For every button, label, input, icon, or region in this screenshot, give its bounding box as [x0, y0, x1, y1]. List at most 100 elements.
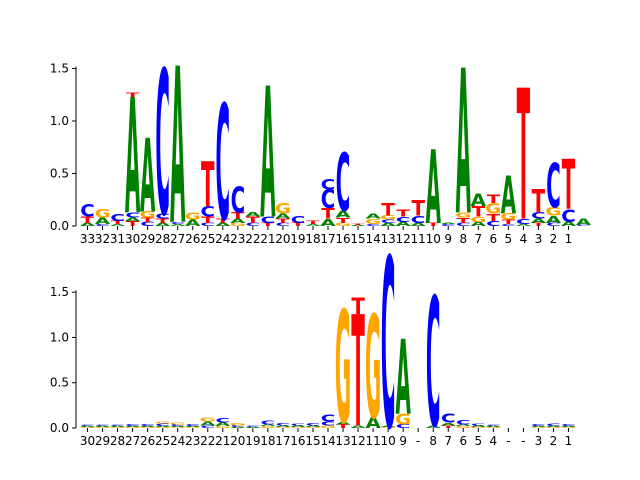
logo-letter-a: A [441, 422, 456, 426]
logo-letter-a: A [170, 224, 185, 227]
position-label: 26 [140, 434, 155, 448]
position-label: 4 [520, 232, 528, 246]
position-label: 19 [245, 434, 260, 448]
logo-letter-c: C [306, 422, 321, 426]
logo-letter-g: G [470, 215, 486, 224]
logo-letter-c: C [125, 211, 139, 220]
position-label: 13 [335, 434, 350, 448]
logo-letter-c: C [561, 424, 576, 427]
logo-letter-g: G [230, 422, 246, 426]
logo-letter-c: C [291, 213, 306, 225]
position-label: 22 [245, 232, 260, 246]
position-label: 27 [170, 232, 185, 246]
logo-letter-t: T [457, 216, 472, 225]
logo-letter-g: G [170, 427, 186, 428]
logo-letter-c: C [546, 151, 561, 222]
logo-letter-c: C [516, 217, 530, 226]
y-tick-label: 0.5 [50, 167, 69, 181]
logo-letter-a: A [350, 225, 366, 227]
logo-letter-a: A [245, 427, 261, 428]
logo-letter-t: T [336, 424, 350, 430]
logo-letter-a: A [110, 224, 125, 227]
logo-letter-g: G [185, 427, 201, 428]
logo-letter-a: A [441, 223, 457, 225]
logo-letter-a: A [456, 424, 471, 427]
logo-letter-a: A [95, 216, 111, 226]
logo-letter-c: C [170, 221, 184, 224]
logo-letter-c: C [366, 224, 380, 227]
logo-letter-c: C [321, 412, 335, 424]
logo-letter-c: C [140, 221, 155, 228]
position-label: 3 [535, 434, 543, 448]
logo-letter-t: T [411, 196, 424, 221]
logo-letter-g: G [320, 425, 336, 429]
logo-letter-c: C [531, 424, 546, 427]
position-label: 6 [490, 232, 498, 246]
logo-letter-c: C [246, 222, 261, 227]
logo-letter-a: A [426, 131, 441, 248]
logo-letter-g: G [109, 427, 125, 428]
logo-letter-c: C [411, 213, 426, 225]
logo-letter-a: A [125, 65, 140, 250]
logo-panel-bottom: 0.00.51.01.530 29 28 27 26 25 24 23 22 21 20 19 18 17… [50, 211, 577, 480]
logo-letter-c: C [170, 424, 185, 427]
logo-letter-a: A [215, 422, 231, 428]
position-label: 15 [305, 434, 320, 448]
logo-letter-t: T [321, 206, 335, 223]
logo-letter-t: T [306, 220, 320, 225]
logo-letter-g: G [395, 412, 411, 429]
position-label: 28 [110, 434, 125, 448]
y-tick-label: 0.0 [50, 421, 69, 435]
logo-letter-t: T [351, 284, 364, 462]
logo-letter-t: T [517, 53, 530, 262]
position-label: 13 [380, 232, 395, 246]
logo-letter-a: A [396, 221, 412, 228]
logo-letter-t: T [562, 145, 576, 225]
position-label: - [416, 434, 420, 448]
logo-letter-c: C [125, 424, 140, 427]
position-label: 25 [200, 232, 215, 246]
logo-letter-g: G [485, 201, 501, 218]
logo-letter-c: C [185, 424, 200, 427]
logo-letter-a: A [170, 23, 185, 272]
logo-letter-c: C [471, 423, 486, 426]
logo-letter-a: A [471, 191, 487, 211]
logo-letter-a: A [260, 51, 275, 260]
position-label: 16 [335, 232, 350, 246]
logo-letter-t: T [216, 218, 230, 225]
logo-letter-t: T [381, 201, 395, 221]
position-label: 31 [110, 232, 125, 246]
logo-letter-t: T [246, 215, 260, 225]
logo-letter-t: T [441, 425, 455, 429]
logo-letter-a: A [486, 426, 502, 427]
logo-letter-a: A [305, 425, 320, 428]
logo-letter-a: A [471, 425, 486, 428]
logo-letter-c: C [456, 222, 471, 227]
logo-letter-c: C [110, 211, 125, 223]
logo-letter-a: A [170, 426, 186, 427]
logo-letter-t: T [126, 92, 140, 99]
logo-letter-c: C [546, 222, 561, 227]
logo-letter-g: G [275, 201, 291, 218]
logo-letter-g: G [140, 210, 156, 220]
logo-letter-g: G [470, 427, 486, 428]
logo-letter-g: G [94, 427, 110, 428]
logo-letter-c: C [80, 425, 95, 426]
logo-letter-c: C [201, 425, 216, 429]
logo-letter-c: C [261, 420, 275, 426]
logo-letter-c: C [291, 423, 306, 426]
logo-letter-g: G [335, 279, 351, 459]
logo-letter-a: A [365, 415, 381, 432]
logo-letter-a: A [531, 218, 547, 225]
position-label: 12 [396, 232, 411, 246]
position-label: 21 [260, 232, 275, 246]
position-label: 20 [230, 434, 245, 448]
logo-letter-a: A [140, 120, 155, 237]
logo-letter-g: G [155, 427, 171, 428]
position-label: - [506, 434, 510, 448]
logo-letter-a: A [561, 426, 577, 427]
logo-letter-a: A [365, 212, 381, 221]
logo-letter-g: G [124, 427, 140, 428]
position-label: 27 [125, 434, 140, 448]
logo-letter-a: A [80, 222, 95, 227]
